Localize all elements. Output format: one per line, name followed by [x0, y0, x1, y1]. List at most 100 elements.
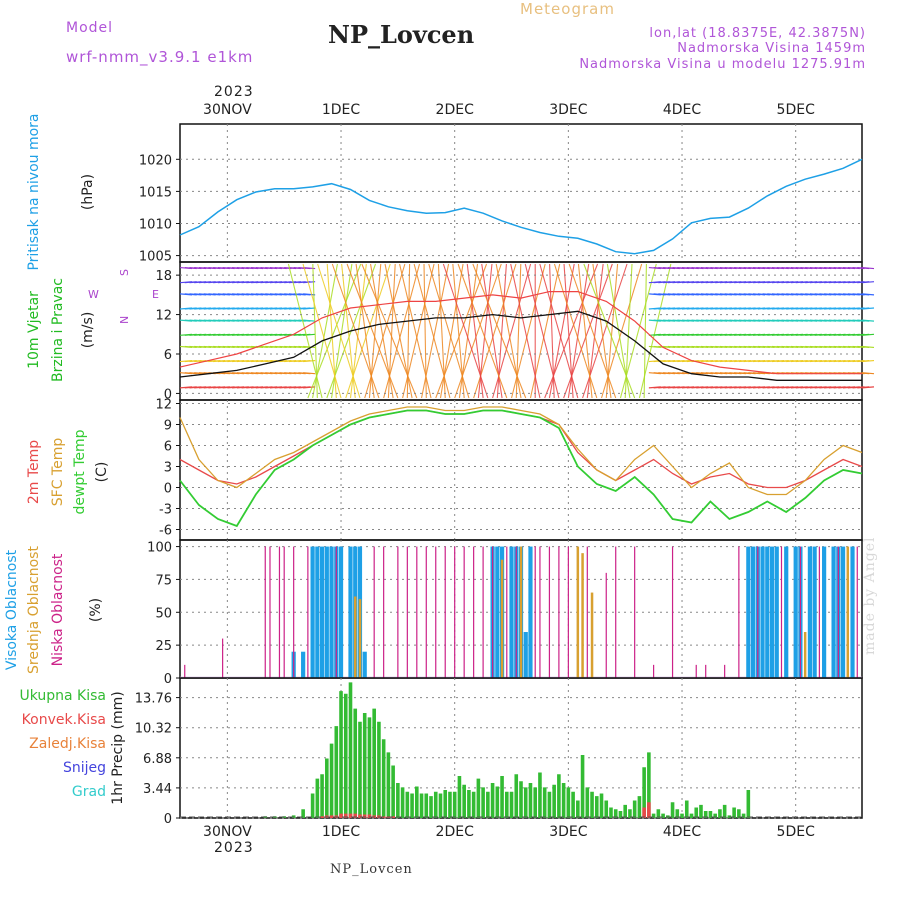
- precip-bar-0-67: [604, 800, 609, 818]
- wind-barb: [303, 307, 316, 310]
- bottom-xtick-label-0: 30NOV: [203, 824, 252, 840]
- precip-bar-0-70: [618, 811, 623, 818]
- cloud-tick-label-0: 0: [164, 672, 172, 687]
- cloud-bar-1-4: [576, 546, 580, 678]
- precip-bar-0-15: [358, 721, 362, 818]
- wind-barb: [861, 386, 875, 389]
- precip-bar-0-25: [405, 791, 410, 818]
- wind-barb: [861, 281, 875, 284]
- precip-tick-label-2: 6.88: [143, 752, 172, 767]
- pressure-ylabel: Pritisak na nivou mora: [26, 113, 42, 270]
- cloud-bar-2-26: [539, 546, 541, 678]
- bottom-xtick-label-5: 5DEC: [777, 824, 816, 840]
- wind-barb: [399, 263, 432, 399]
- precip-bar-0-91: [718, 809, 722, 818]
- cloud-bar-0-22: [750, 546, 756, 678]
- precip-bar-0-35: [452, 791, 457, 818]
- cloud-bar-2-3: [264, 546, 266, 678]
- temp-tick-label-6: 12: [155, 398, 172, 413]
- wind-tick-label-1: 6: [164, 348, 172, 363]
- temp-ylabel-2m: 2m Temp: [26, 440, 42, 504]
- cloud-bar-0-28: [784, 546, 789, 678]
- precip-bar-0-86: [694, 807, 699, 818]
- wind-barb: [472, 263, 527, 399]
- cloud-bar-2-15: [425, 546, 427, 678]
- cloud-bar-2-9: [335, 546, 337, 678]
- credit-label: made by Angel: [862, 536, 878, 656]
- cloud-bar-0-29: [793, 546, 798, 678]
- precip-bar-0-20: [381, 739, 386, 818]
- precip-bar-0-68: [609, 807, 613, 818]
- temp-tick-label-0: -6: [159, 524, 172, 539]
- wind-barb: [303, 372, 316, 375]
- cloud-bar-2-44: [837, 546, 839, 678]
- cloud-bar-0-31: [807, 546, 813, 678]
- wind-barb: [861, 359, 875, 363]
- cloud-bar-2-31: [605, 572, 607, 678]
- precip-bar-0-84: [684, 800, 689, 818]
- precip-bar-0-41: [481, 787, 485, 818]
- cloud-tick-label-3: 75: [155, 573, 172, 588]
- top-xtick-label-4: 4DEC: [663, 102, 702, 118]
- precip-bar-0-13: [348, 682, 353, 818]
- model-altitude-label: Nadmorska Visina u modelu 1275.91m: [579, 57, 866, 72]
- cloud-bar-2-36: [695, 664, 697, 678]
- cloud-bar-2-39: [738, 546, 740, 678]
- year-label-top: 2023: [214, 84, 254, 100]
- precip-bar-0-46: [504, 791, 509, 818]
- cloud-bar-2-6: [283, 546, 285, 678]
- cloud-bar-2-0: [184, 664, 186, 678]
- bottom-xtick-label-2: 2DEC: [436, 824, 475, 840]
- precip-bar-0-33: [443, 790, 448, 818]
- precip-bar-0-62: [580, 755, 585, 818]
- cloud-bar-0-14: [495, 546, 500, 678]
- precip-bar-0-97: [746, 790, 751, 818]
- precip-bar-0-38: [467, 790, 471, 818]
- precip-bar-0-95: [737, 809, 741, 818]
- precip-bar-0-71: [623, 804, 627, 818]
- cloud-bar-0-26: [769, 546, 775, 678]
- precip-bar-0-30: [429, 796, 433, 818]
- precip-bar-1-17: [647, 802, 651, 818]
- cloud-bar-1-1: [358, 599, 362, 678]
- temp-frame: [179, 399, 863, 541]
- cloud-bar-2-12: [397, 546, 399, 678]
- cloud-unit-label: (%): [88, 598, 104, 622]
- cloud-bar-0-25: [765, 546, 770, 678]
- cloud-bar-1-3: [519, 546, 523, 678]
- wind-barb: [583, 263, 636, 399]
- precip-bar-0-4: [301, 809, 305, 818]
- precip-bar-0-26: [410, 793, 414, 818]
- precip-bar-0-28: [419, 793, 424, 818]
- cloud-bar-2-37: [705, 664, 707, 678]
- cloud-bar-0-33: [822, 546, 827, 678]
- precip-bar-0-11: [339, 691, 343, 818]
- precip-bar-0-40: [476, 778, 481, 818]
- cloud-bar-2-20: [473, 546, 475, 678]
- wind-barb: [539, 263, 579, 399]
- wind-barb: [861, 333, 875, 336]
- precip-bar-0-60: [571, 791, 575, 818]
- cloud-bar-2-33: [634, 546, 636, 678]
- temp-tick-label-1: -3: [159, 503, 172, 518]
- precip-bar-1-15: [391, 816, 395, 818]
- cloud-bar-2-19: [463, 546, 465, 678]
- altitude-label: Nadmorska Visina 1459m: [677, 41, 866, 56]
- cloud-bar-2-24: [515, 546, 517, 678]
- precip-bar-0-49: [519, 781, 523, 818]
- precip-bar-0-17: [367, 717, 372, 818]
- wind-dir-e: E: [152, 288, 159, 301]
- wind-barbs-group: [179, 263, 875, 399]
- cloud-bar-0-24: [760, 546, 765, 678]
- cloud-ylabel-low: Niska Oblacnost: [50, 553, 66, 666]
- precip-bar-0-39: [471, 791, 476, 818]
- wind-barb: [302, 263, 342, 399]
- precip-bar-0-37: [462, 784, 466, 818]
- precip-bar-0-45: [500, 776, 504, 818]
- temp-ylabel-dewpt: dewpt Temp: [72, 429, 88, 514]
- wind-ylabel-2: Brzina i Pravac: [50, 278, 66, 382]
- precip-bar-0-96: [741, 813, 746, 818]
- precip-bar-0-63: [585, 787, 590, 818]
- precip-bar-0-61: [576, 800, 580, 818]
- precip-bar-0-87: [699, 804, 703, 818]
